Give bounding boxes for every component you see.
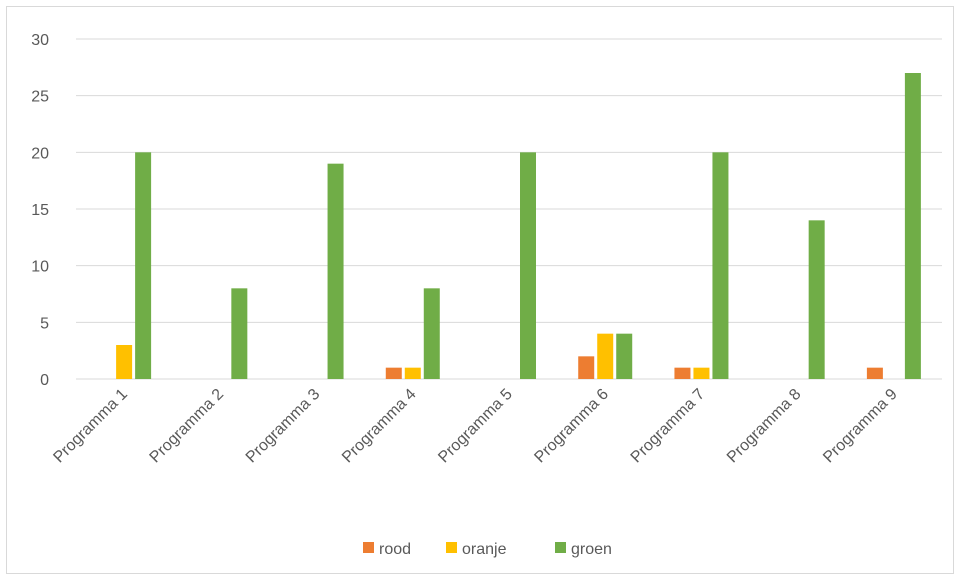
- bar-oranje-7: [693, 367, 710, 379]
- x-tick-label: Programma 9: [820, 386, 901, 467]
- bar-groen-1: [135, 152, 152, 379]
- x-tick-label: Programma 2: [147, 386, 228, 467]
- x-tick-label: Programma 6: [531, 386, 612, 467]
- bar-oranje-6: [597, 333, 614, 379]
- bar-rood-7: [674, 367, 691, 379]
- y-tick-label: 30: [31, 32, 49, 49]
- bars: [116, 73, 921, 379]
- bar-groen-7: [712, 152, 729, 379]
- y-tick-label: 5: [40, 315, 49, 332]
- bar-groen-8: [808, 220, 825, 379]
- bar-groen-9: [904, 73, 921, 379]
- legend-swatch-rood: [363, 542, 374, 553]
- bar-groen-3: [327, 163, 344, 379]
- x-tick-label: Programma 3: [243, 386, 324, 467]
- y-axis-ticks: 0 5 10 15 20 25 30: [31, 32, 49, 389]
- x-axis-ticks: Programma 1 Programma 2 Programma 3 Program…: [50, 386, 900, 467]
- x-tick-label: Programma 5: [435, 386, 516, 467]
- legend: rood oranje groen: [363, 541, 612, 558]
- bar-oranje-4: [404, 367, 421, 379]
- x-tick-label: Programma 1: [50, 386, 131, 467]
- gridlines: [76, 38, 942, 380]
- bar-groen-2: [231, 288, 248, 379]
- y-tick-label: 10: [31, 259, 49, 276]
- bar-oranje-1: [116, 345, 133, 379]
- bar-groen-4: [423, 288, 440, 379]
- legend-swatch-oranje: [446, 542, 457, 553]
- y-tick-label: 20: [31, 145, 49, 162]
- legend-label-groen: groen: [571, 541, 612, 558]
- x-tick-label: Programma 4: [339, 386, 420, 467]
- y-tick-label: 15: [31, 202, 49, 219]
- bar-rood-6: [578, 356, 595, 379]
- bar-groen-6: [616, 333, 633, 379]
- legend-label-rood: rood: [379, 541, 411, 558]
- x-tick-label: Programma 7: [628, 386, 709, 467]
- bar-rood-9: [866, 367, 883, 379]
- legend-swatch-groen: [555, 542, 566, 553]
- x-tick-label: Programma 8: [724, 386, 805, 467]
- y-tick-label: 25: [31, 89, 49, 106]
- bar-rood-4: [385, 367, 402, 379]
- chart-area: [6, 6, 954, 574]
- legend-label-oranje: oranje: [462, 541, 507, 558]
- y-tick-label: 0: [40, 372, 49, 389]
- bar-groen-5: [520, 152, 536, 379]
